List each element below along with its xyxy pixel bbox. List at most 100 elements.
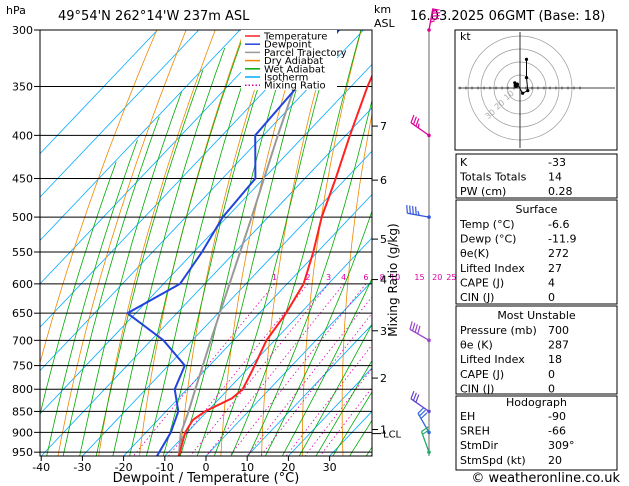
stats-row-value: 20	[548, 454, 562, 467]
mixing-ratio-line	[260, 312, 372, 456]
stats-row-value: 309°	[548, 439, 575, 452]
wet-adiabat-line	[281, 277, 372, 456]
wind-barb-tick	[431, 15, 440, 17]
wet-adiabat-line	[62, 116, 160, 456]
mixing-ratio-label: 6	[363, 273, 368, 282]
isotherm-line	[40, 30, 364, 372]
wet-adiabat-line	[40, 161, 117, 417]
copyright-label: © weatheronline.co.uk	[471, 471, 620, 486]
stats-row-label: CIN (J)	[460, 382, 494, 395]
temperature-tick-label: 30	[323, 461, 337, 474]
wind-barb-tick	[411, 322, 416, 331]
pressure-tick-label: 900	[12, 426, 33, 439]
stats-row-label: CAPE (J)	[460, 276, 504, 289]
hodograph-point	[526, 89, 530, 93]
height-tick-label: 6	[380, 174, 387, 187]
wind-barb	[420, 426, 431, 454]
stats-row-label: Dewp (°C)	[460, 233, 516, 246]
wet-adiabat-line	[162, 30, 277, 456]
legend-label: Dewpoint	[264, 40, 312, 51]
wind-barb-tick	[417, 407, 425, 414]
stats-frame-surface	[455, 199, 618, 305]
wind-barb-flag	[432, 8, 441, 13]
stats-row-value: -6.6	[548, 218, 569, 231]
pressure-tick-label: 350	[12, 80, 33, 93]
wind-barb-tick	[414, 324, 418, 333]
pressure-tick-label: 550	[12, 246, 33, 259]
stats-row-value: -66	[548, 425, 566, 438]
lcl-label: LCL	[383, 430, 402, 441]
wind-barb-tick	[430, 20, 435, 23]
isotherm-line	[40, 30, 282, 285]
mixing-ratio-label: 15	[414, 273, 424, 282]
mixing-ratio-label: 25	[446, 273, 456, 282]
mixing-ratio-line	[304, 367, 372, 456]
wet-adiabat-line	[213, 30, 337, 456]
stats-row-label: SREH	[460, 425, 490, 438]
stats-row-label: StmSpd (kt)	[460, 454, 526, 467]
mixing-ratio-axis-label: Mixing Ratio (g/kg)	[386, 223, 400, 336]
wind-barb-staff	[410, 122, 430, 136]
asl-axis-unit: ASL	[374, 17, 396, 30]
x-axis-label: Dewpoint / Temperature (°C)	[113, 471, 300, 486]
stats-row-value: 272	[548, 247, 569, 260]
pressure-tick-label: 500	[12, 211, 33, 224]
pressure-tick-label: 650	[12, 307, 33, 320]
stats-row-label: StmDir	[460, 439, 499, 452]
dry-adiabat-line	[40, 30, 158, 365]
stats-row-value: 4	[548, 276, 555, 289]
km-axis-unit: km	[374, 3, 391, 16]
wet-adiabat-line	[145, 30, 261, 456]
wet-adiabat-line	[247, 98, 372, 456]
wind-barb-tick	[412, 206, 414, 215]
mixing-ratio-label: 4	[341, 273, 346, 282]
wind-barb-tick	[412, 392, 417, 401]
hpa-axis-unit: hPa	[6, 4, 26, 17]
isotherm-line	[40, 63, 372, 415]
stats-row-label: Lifted Index	[460, 262, 525, 275]
stats-row-label: Lifted Index	[460, 353, 525, 366]
stats-section-title: Surface	[516, 203, 558, 216]
wind-barb	[417, 407, 431, 435]
stats-row-value: 0	[548, 382, 555, 395]
stats-row-value: -33	[548, 156, 566, 169]
pressure-tick-label: 400	[12, 129, 33, 142]
stats-table: K -33 Totals Totals 14 PW (cm) 0.28 SurfaceTem…	[455, 153, 618, 471]
isotherm-line	[40, 30, 199, 198]
stats-row-label: θe (K)	[460, 339, 493, 352]
parcel-trajectory-line	[177, 30, 316, 456]
temperature-tick-label: -40	[32, 461, 50, 474]
wind-barb-station	[427, 338, 431, 343]
stats-row-label: Totals Totals	[459, 171, 527, 184]
wind-barb	[409, 321, 431, 343]
dry-adiabat-line	[621, 30, 629, 456]
mixing-ratio-label: 2	[305, 273, 310, 282]
height-tick-label: 5	[380, 233, 387, 246]
stats-row-value: 287	[548, 339, 569, 352]
pressure-tick-label: 750	[12, 360, 33, 373]
height-tick-label: 4	[380, 274, 387, 287]
stats-row-value: -90	[548, 410, 566, 423]
hodograph-point	[521, 91, 525, 95]
wet-adiabat-line	[332, 391, 372, 456]
stats-frame-most-unstable	[455, 305, 618, 395]
stats-row-value: 700	[548, 324, 569, 337]
plot-frame	[39, 29, 373, 457]
wind-barb	[427, 8, 441, 32]
wet-adiabat-line	[264, 209, 372, 456]
mixing-ratio-line	[246, 296, 372, 456]
stats-row-value: 18	[548, 353, 562, 366]
wet-adiabat-line	[298, 323, 372, 456]
stats-row-label: EH	[460, 410, 475, 423]
wind-barb-staff	[420, 431, 430, 453]
hodograph-point	[524, 57, 529, 62]
wind-barb-tick	[417, 325, 421, 334]
wind-barb	[406, 204, 431, 219]
wind-barb-station	[427, 28, 431, 32]
isotherm-line	[123, 193, 372, 456]
hodograph-frame	[454, 29, 618, 151]
wet-adiabat-line	[129, 30, 246, 456]
wet-adiabat-line	[196, 30, 315, 456]
